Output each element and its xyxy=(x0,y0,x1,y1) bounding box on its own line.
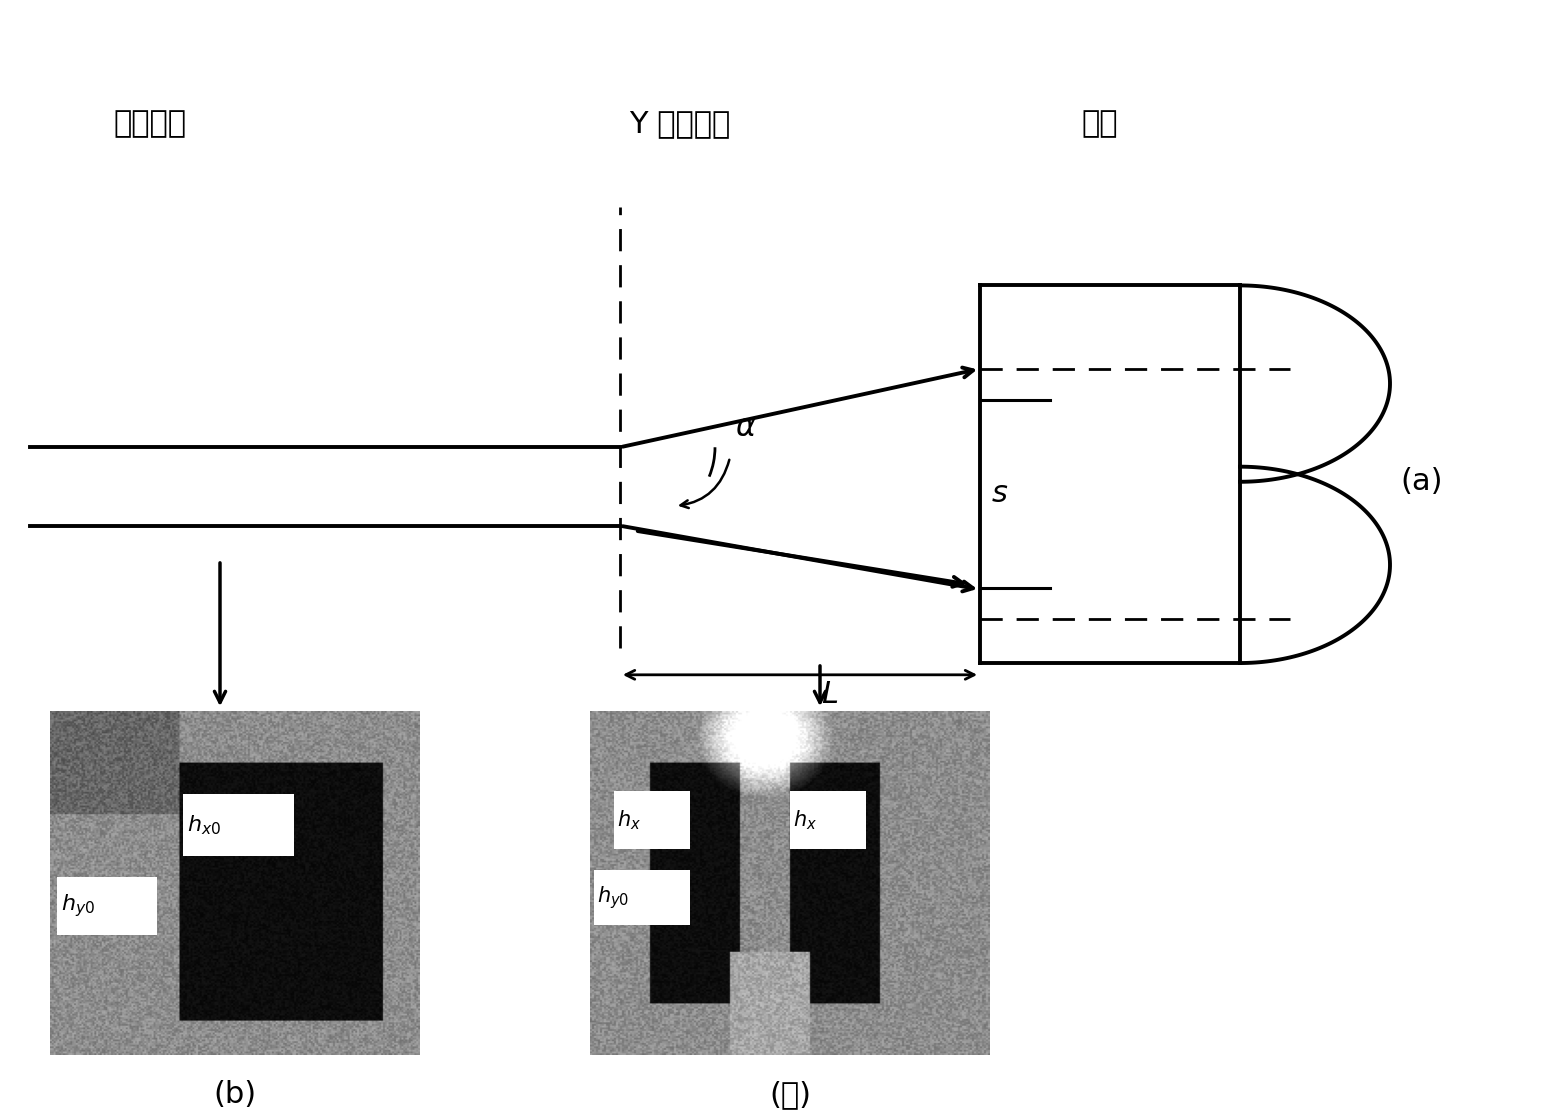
Text: (Ｃ): (Ｃ) xyxy=(769,1080,811,1109)
Text: $h_{y0}$: $h_{y0}$ xyxy=(62,892,96,920)
Text: L: L xyxy=(821,680,838,709)
Bar xyxy=(184,794,295,857)
Text: Y 分支波导: Y 分支波导 xyxy=(630,109,730,138)
Text: $h_x$: $h_x$ xyxy=(794,809,817,832)
Text: $h_{x0}$: $h_{x0}$ xyxy=(187,813,221,838)
Bar xyxy=(57,877,157,935)
Text: 单模波导: 单模波导 xyxy=(114,109,187,138)
Bar xyxy=(791,791,866,850)
Text: 光纤: 光纤 xyxy=(1082,109,1118,138)
Bar xyxy=(594,870,690,925)
Text: $h_x$: $h_x$ xyxy=(618,809,641,832)
Text: (b): (b) xyxy=(213,1080,256,1109)
Text: (a): (a) xyxy=(1400,467,1442,497)
Bar xyxy=(615,791,690,850)
Text: $h_{y0}$: $h_{y0}$ xyxy=(598,884,630,911)
Text: s: s xyxy=(991,479,1008,509)
Text: α: α xyxy=(735,413,755,442)
